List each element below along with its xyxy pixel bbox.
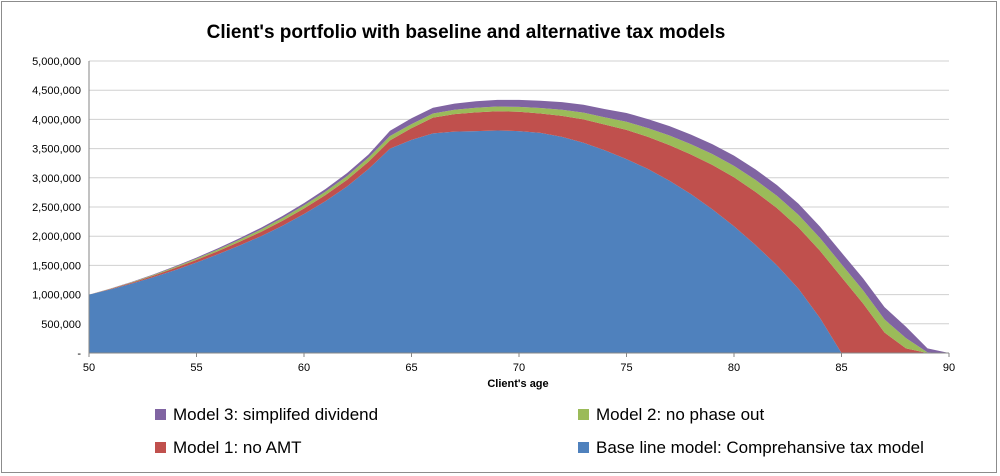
chart-title: Client's portfolio with baseline and alt… — [207, 22, 726, 43]
y-tick-label: 500,000 — [41, 319, 81, 331]
x-tick-label: 65 — [405, 362, 417, 374]
legend-label: Model 3: simplifed dividend — [173, 405, 378, 424]
area-series — [89, 111, 949, 353]
y-tick-label: 5,000,000 — [32, 56, 81, 68]
y-tick-label: 4,000,000 — [32, 114, 81, 126]
legend-swatch — [578, 442, 589, 453]
y-tick-label: 1,000,000 — [32, 290, 81, 302]
axes — [88, 61, 950, 357]
area-series — [89, 106, 949, 353]
y-tick-label: 1,500,000 — [32, 260, 81, 272]
legend-swatch — [578, 409, 589, 420]
y-tick-label: 3,000,000 — [32, 173, 81, 185]
legend: Model 3: simplifed dividend Model 2: no p… — [155, 405, 924, 457]
x-tick-labels: 50 55 60 65 70 75 80 85 90 — [83, 362, 955, 374]
legend-label: Model 1: no AMT — [173, 438, 302, 457]
legend-label: Model 2: no phase out — [596, 405, 765, 424]
x-tick-label: 80 — [728, 362, 740, 374]
x-tick-label: 55 — [190, 362, 202, 374]
legend-swatch — [155, 409, 166, 420]
x-tick-label: 85 — [835, 362, 847, 374]
y-tick-label: 4,500,000 — [32, 85, 81, 97]
stacked-areas — [89, 99, 949, 353]
y-tick-label: 2,500,000 — [32, 202, 81, 214]
y-tick-label: - — [77, 348, 81, 360]
legend-swatch — [155, 442, 166, 453]
y-tick-labels: - 500,000 1,000,000 1,500,000 2,000,000 2,500… — [32, 56, 81, 360]
legend-label: Base line model: Comprehansive tax model — [596, 438, 924, 457]
y-tick-label: 3,500,000 — [32, 144, 81, 156]
x-tick-label: 90 — [943, 362, 955, 374]
area-series — [89, 130, 949, 353]
x-tick-label: 60 — [298, 362, 310, 374]
y-tick-label: 2,000,000 — [32, 231, 81, 243]
area-series — [89, 99, 949, 353]
x-axis-label: Client's age — [487, 378, 548, 390]
x-tick-label: 50 — [83, 362, 95, 374]
x-tick-label: 75 — [620, 362, 632, 374]
x-tick-label: 70 — [513, 362, 525, 374]
